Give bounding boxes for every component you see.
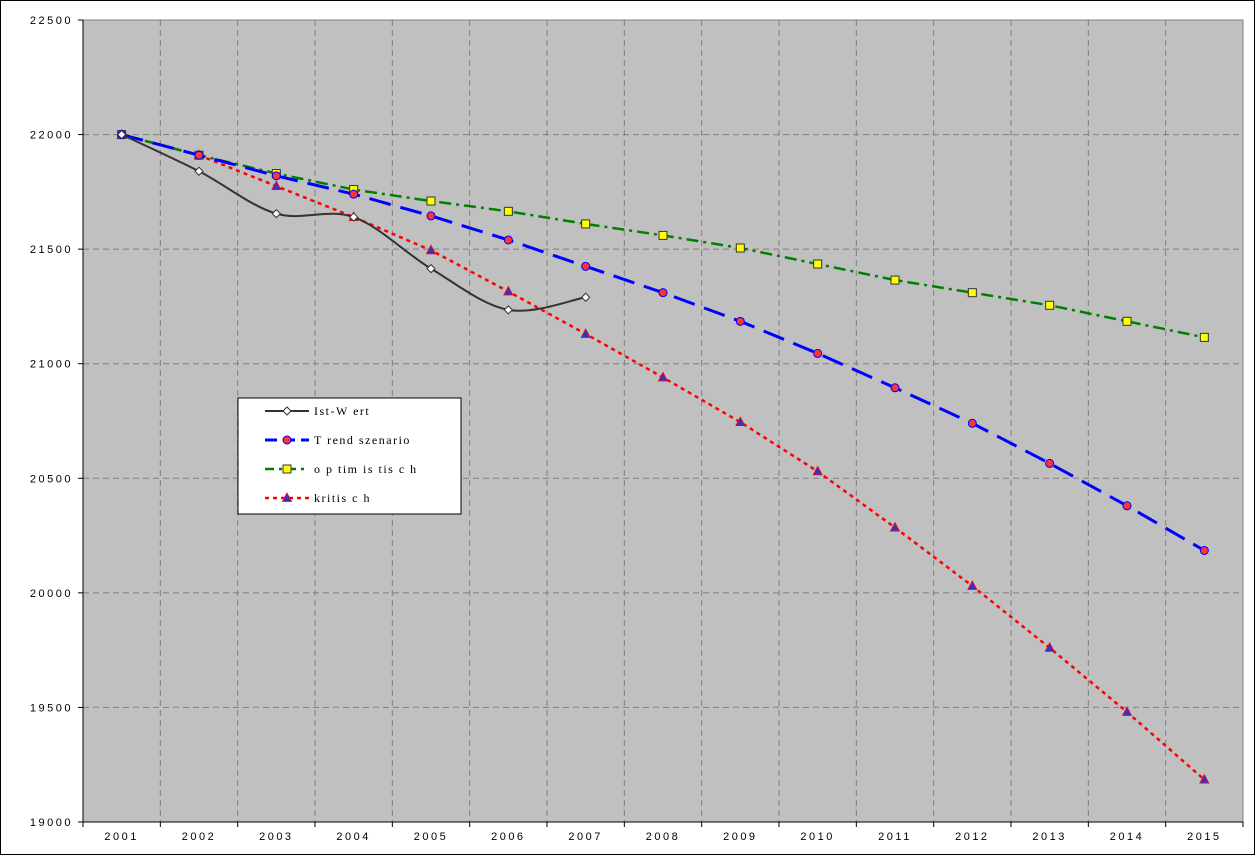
data-point	[657, 371, 669, 382]
data-point	[503, 285, 514, 296]
y-tick-label: 19500	[30, 702, 73, 714]
legend-swatch-marker	[282, 435, 292, 445]
data-point	[116, 129, 127, 140]
legend-entry: Ist-W ert	[265, 404, 370, 418]
data-point	[658, 230, 668, 240]
data-point	[1122, 501, 1132, 511]
x-tick-label: 2015	[1187, 831, 1221, 843]
data-point	[503, 235, 513, 245]
x-tick-label: 2010	[800, 831, 834, 843]
data-point	[658, 288, 668, 298]
data-point	[426, 263, 436, 274]
y-tick-label: 22000	[30, 130, 73, 142]
data-point	[813, 259, 823, 269]
data-point	[503, 206, 513, 216]
y-tick-label: 20000	[30, 588, 73, 600]
legend-entry: kritis c h	[265, 491, 371, 505]
axes: 19000 19500 20000 20500 21000 21500 22000 22500…	[30, 15, 1244, 843]
legend-box	[237, 397, 462, 515]
series-group	[116, 128, 1210, 784]
data-point	[348, 212, 359, 222]
data-point	[967, 418, 977, 428]
data-point	[967, 580, 978, 590]
y-tick-label: 20500	[30, 473, 73, 485]
y-tick-label: 21000	[30, 359, 73, 371]
data-point	[890, 275, 900, 285]
data-point	[194, 166, 204, 176]
x-tick-label: 2002	[182, 831, 216, 843]
data-point	[812, 465, 823, 476]
data-point	[1045, 458, 1055, 468]
data-point	[425, 244, 437, 255]
x-tick-label: 2005	[414, 831, 448, 843]
legend-label: T rend szenario	[314, 433, 411, 447]
data-point	[271, 208, 282, 219]
legend-entry: o p tim is tis c h	[265, 462, 418, 476]
x-tick-label: 2007	[568, 831, 602, 843]
data-point	[890, 383, 900, 393]
x-tick-label: 2004	[336, 831, 370, 843]
data-point	[735, 243, 745, 253]
data-point	[581, 261, 591, 271]
data-point	[349, 189, 359, 199]
x-tick-label: 2001	[104, 831, 138, 843]
data-point	[271, 180, 282, 191]
data-point	[426, 196, 436, 206]
legend-swatch-marker	[282, 464, 292, 474]
legend-label: kritis c h	[314, 491, 371, 505]
data-point	[426, 211, 436, 221]
legend: Ist-W ert T rend szenario o p tim is tis c…	[237, 397, 462, 515]
x-tick-label: 2012	[955, 831, 989, 843]
series-1	[116, 129, 591, 315]
data-point	[503, 305, 514, 315]
data-point	[1122, 316, 1132, 326]
y-tick-label: 19000	[30, 817, 73, 829]
data-point	[581, 219, 591, 229]
data-point	[1121, 706, 1133, 716]
data-point	[580, 292, 591, 302]
x-tick-label: 2006	[491, 831, 525, 843]
data-point	[194, 150, 204, 160]
data-point	[1044, 641, 1055, 652]
x-tick-label: 2013	[1032, 831, 1066, 843]
data-point	[1199, 332, 1209, 342]
x-tick-label: 2003	[259, 831, 293, 843]
data-point	[813, 348, 823, 358]
data-point	[271, 171, 281, 181]
x-tick-label: 2008	[646, 831, 680, 843]
data-point	[580, 328, 591, 338]
data-point	[1199, 773, 1210, 784]
legend-entry: T rend szenario	[265, 433, 411, 447]
x-tick-label: 2009	[723, 831, 757, 843]
data-point	[1199, 545, 1209, 555]
x-tick-label: 2014	[1110, 831, 1144, 843]
data-point	[1045, 300, 1055, 310]
legend-label: Ist-W ert	[314, 404, 370, 418]
legend-swatch-marker	[281, 492, 293, 502]
y-tick-label: 22500	[30, 15, 73, 27]
data-point	[889, 521, 901, 532]
data-point	[735, 316, 745, 326]
legend-swatch-marker	[282, 406, 292, 416]
data-point	[967, 288, 977, 298]
series-2	[117, 130, 1209, 555]
x-tick-label: 2011	[878, 831, 912, 843]
data-point	[735, 416, 746, 427]
legend-label: o p tim is tis c h	[314, 462, 418, 476]
y-tick-label: 21500	[30, 244, 73, 256]
